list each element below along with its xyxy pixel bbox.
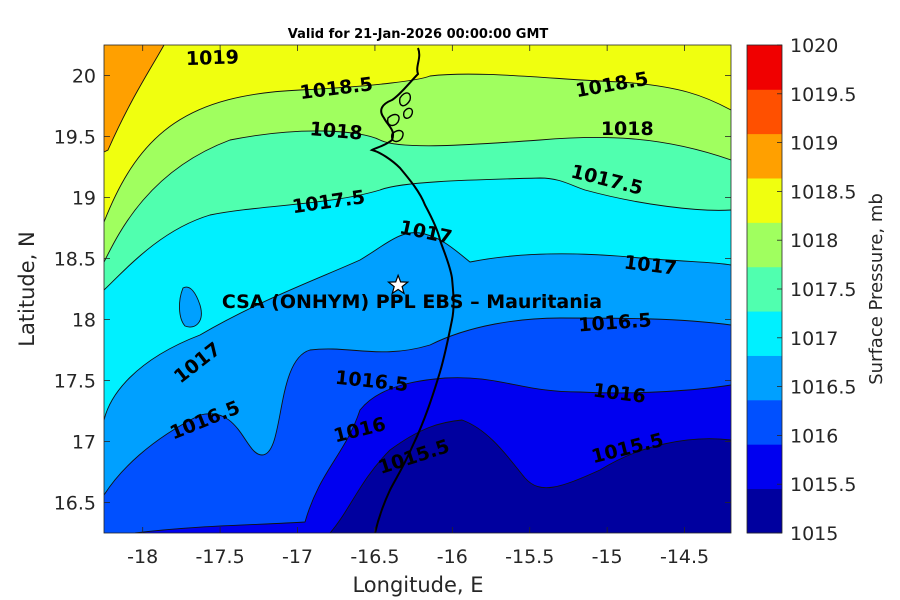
colorbar-segment (747, 399, 782, 445)
y-axis-label: Latitude, N (15, 231, 39, 347)
colorbar-segment (747, 311, 782, 356)
contour-line-1017.5 (104, 177, 731, 291)
y-tick-label: 16.5 (54, 493, 96, 515)
colorbar-tick-label: 1016.5 (790, 377, 856, 399)
site-label: CSA (ONHYM) PPL EBS – Mauritania (222, 291, 602, 313)
colorbar-tick-label: 1020 (790, 35, 838, 57)
y-tick-label: 18.5 (54, 249, 96, 271)
band-1016.5-1017-pocket (179, 287, 202, 328)
site-star-marker (386, 273, 410, 295)
contour-line-1019 (104, 45, 165, 153)
colorbar-segment (747, 89, 782, 135)
contour-label: 1018 (601, 118, 654, 140)
x-tick-label: -15.5 (505, 546, 554, 568)
x-tick-label: -16 (437, 546, 468, 568)
contour-line-1018.5 (104, 73, 731, 223)
contour-line-1017-pocket (179, 286, 202, 328)
colorbar-segment (747, 178, 782, 223)
colorbar: 1015 1015.5 1016 1016.5 1017 1017.5 1018 1018.5… (746, 35, 856, 545)
band-1015-1015.5 (330, 420, 731, 533)
colorbar-tick-label: 1018 (790, 230, 838, 252)
coastline (369, 47, 455, 533)
y-tick-label: 19.5 (54, 127, 96, 149)
chart-title: Valid for 21-Jan-2026 00:00:00 GMT (288, 27, 549, 42)
colorbar-tick-label: 1017.5 (790, 279, 856, 301)
colorbar-tick-label: 1015.5 (790, 474, 856, 496)
colorbar-title: Surface Pressure, mb (866, 193, 887, 385)
colorbar-segment (747, 222, 782, 268)
x-tick-label: -18 (127, 546, 158, 568)
colorbar-segment (747, 266, 782, 312)
colorbar-segment (747, 133, 782, 179)
colorbar-tick-label: 1018.5 (790, 181, 856, 203)
plot-frame (103, 44, 732, 534)
contour-line-1017 (104, 232, 731, 421)
y-tick-label: 19 (72, 188, 96, 210)
x-axis-ticks: -18 -17.5 -17 -16.5 -16 -15.5 -15 -14.5 (127, 45, 709, 568)
colorbar-tick-label: 1019.5 (790, 84, 856, 106)
x-axis-label: Longitude, E (352, 573, 483, 597)
colorbar-segment (747, 444, 782, 490)
contour-line-1018 (104, 130, 731, 263)
colorbar-tick-label: 1019 (790, 133, 838, 155)
y-tick-label: 18 (72, 310, 96, 332)
contour-label: 1016.5 (578, 309, 653, 336)
contour-line-1016 (134, 377, 731, 533)
contour-line-1015.5 (329, 419, 731, 533)
y-tick-label: 20 (72, 66, 96, 88)
x-tick-label: -17 (282, 546, 313, 568)
colorbar-tick-label: 1017 (790, 328, 838, 350)
colorbar-segment (747, 355, 782, 401)
y-tick-label: 17.5 (54, 371, 96, 393)
colorbar-tick-label: 1015 (790, 523, 838, 545)
contour-label: 1019 (186, 46, 240, 70)
contour-label: 1018 (309, 118, 364, 145)
x-tick-label: -17.5 (196, 546, 245, 568)
y-tick-label: 17 (72, 432, 96, 454)
contour-line-1016.5 (104, 317, 731, 496)
y-axis-ticks: 16.5 17 17.5 18 18.5 19 19.5 20 (54, 66, 731, 515)
bay-islands (386, 92, 414, 143)
colorbar-segment (747, 488, 782, 534)
x-tick-label: -14.5 (660, 546, 709, 568)
colorbar-segment (747, 45, 782, 90)
x-tick-label: -16.5 (350, 546, 399, 568)
colorbar-tick-label: 1016 (790, 425, 838, 447)
x-tick-label: -15 (592, 546, 623, 568)
